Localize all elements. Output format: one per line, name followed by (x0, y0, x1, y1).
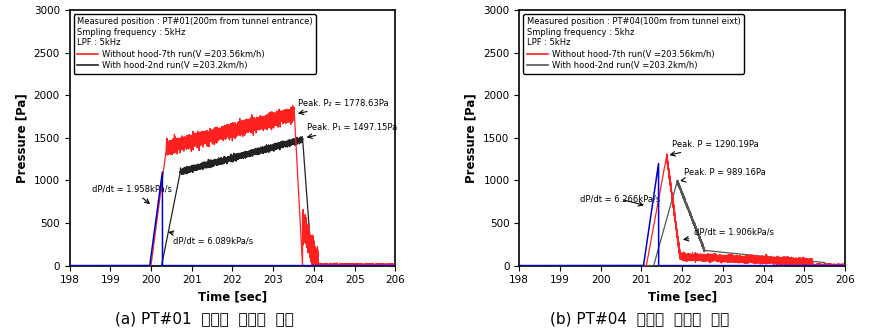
Text: (a) PT#01  위치의  압축파  비교: (a) PT#01 위치의 압축파 비교 (115, 311, 294, 326)
Text: dP/dt = 6.266kPa/s: dP/dt = 6.266kPa/s (580, 195, 660, 206)
Legend: Without hood-7th run(V =203.56km/h), With hood-2nd run(V =203.2km/h): Without hood-7th run(V =203.56km/h), Wit… (74, 14, 315, 74)
Y-axis label: Pressure [Pa]: Pressure [Pa] (464, 93, 477, 183)
Text: Peak. P₂ = 1778.63Pa: Peak. P₂ = 1778.63Pa (298, 99, 388, 115)
Text: Peak. P₁ = 1497.15Pa: Peak. P₁ = 1497.15Pa (306, 123, 396, 138)
Text: (b) PT#04  위치의  압축파  비교: (b) PT#04 위치의 압축파 비교 (549, 311, 728, 326)
Text: dP/dt = 1.906kPa/s: dP/dt = 1.906kPa/s (683, 227, 773, 241)
Text: dP/dt = 1.958kPa/s: dP/dt = 1.958kPa/s (92, 184, 172, 204)
X-axis label: Time [sec]: Time [sec] (647, 291, 716, 304)
X-axis label: Time [sec]: Time [sec] (197, 291, 267, 304)
Text: Peak. P = 1290.19Pa: Peak. P = 1290.19Pa (670, 140, 758, 156)
Text: Peak. P = 989.16Pa: Peak. P = 989.16Pa (680, 168, 765, 182)
Text: dP/dt = 6.089kPa/s: dP/dt = 6.089kPa/s (169, 231, 253, 245)
Y-axis label: Pressure [Pa]: Pressure [Pa] (15, 93, 28, 183)
Legend: Without hood-7th run(V =203.56km/h), With hood-2nd run(V =203.2km/h): Without hood-7th run(V =203.56km/h), Wit… (523, 14, 743, 74)
